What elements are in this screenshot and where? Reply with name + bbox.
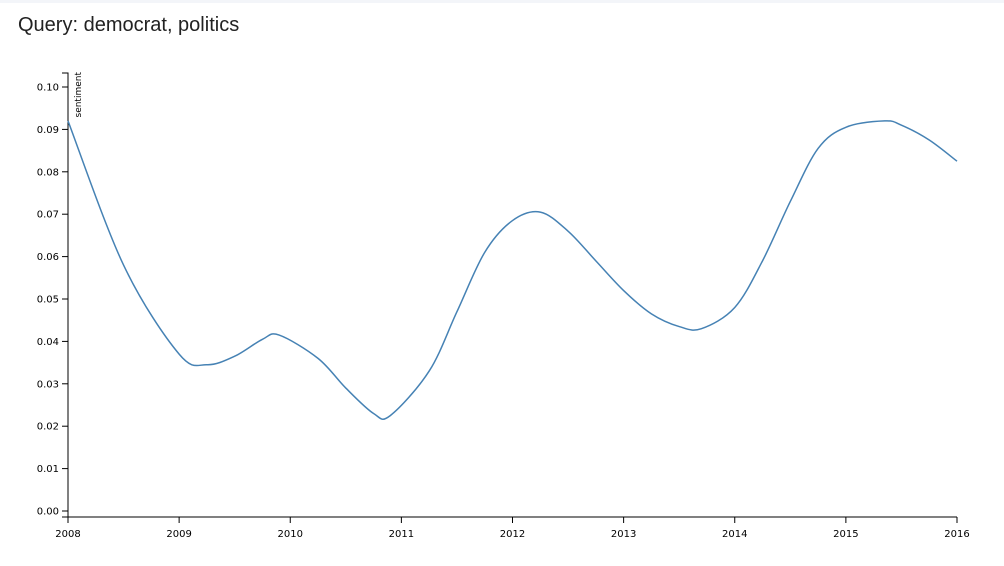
top-shade xyxy=(0,0,1004,3)
y-tick-label: 0.00 xyxy=(37,507,59,518)
x-tick-label: 2008 xyxy=(55,529,80,540)
y-tick-label: 0.09 xyxy=(37,125,59,136)
y-tick-label: 0.02 xyxy=(37,422,59,433)
x-tick-label: 2013 xyxy=(611,529,636,540)
y-tick-label: 0.05 xyxy=(37,295,59,306)
y-axis-line xyxy=(62,72,69,518)
y-axis-title: sentiment xyxy=(74,72,84,118)
y-tick-label: 0.04 xyxy=(37,337,59,348)
series-line-0 xyxy=(67,120,958,420)
y-tick-label: 0.06 xyxy=(37,252,59,263)
x-tick-label: 2009 xyxy=(166,529,191,540)
y-tick-label: 0.01 xyxy=(37,464,59,475)
y-tick-label: 0.10 xyxy=(37,83,59,94)
y-tick-label: 0.03 xyxy=(37,379,59,390)
x-tick-label: 2012 xyxy=(500,529,525,540)
x-axis: 2008 2009 2010 2011 2012 2013 2014 2015 2016 xyxy=(55,516,970,540)
x-tick-label: 2016 xyxy=(944,529,969,540)
x-tick-label: 2011 xyxy=(389,529,414,540)
page-title: Query: democrat, politics xyxy=(18,14,240,36)
y-axis: 0.00 0.01 0.02 0.03 0.04 0.05 0.06 0.07 0.08 0.09… xyxy=(37,72,84,518)
series-group xyxy=(67,120,958,420)
x-tick-label: 2010 xyxy=(278,529,303,540)
x-tick-label: 2014 xyxy=(722,529,747,540)
y-tick-label: 0.08 xyxy=(37,167,59,178)
x-tick-label: 2015 xyxy=(833,529,858,540)
y-tick-label: 0.07 xyxy=(37,210,59,221)
